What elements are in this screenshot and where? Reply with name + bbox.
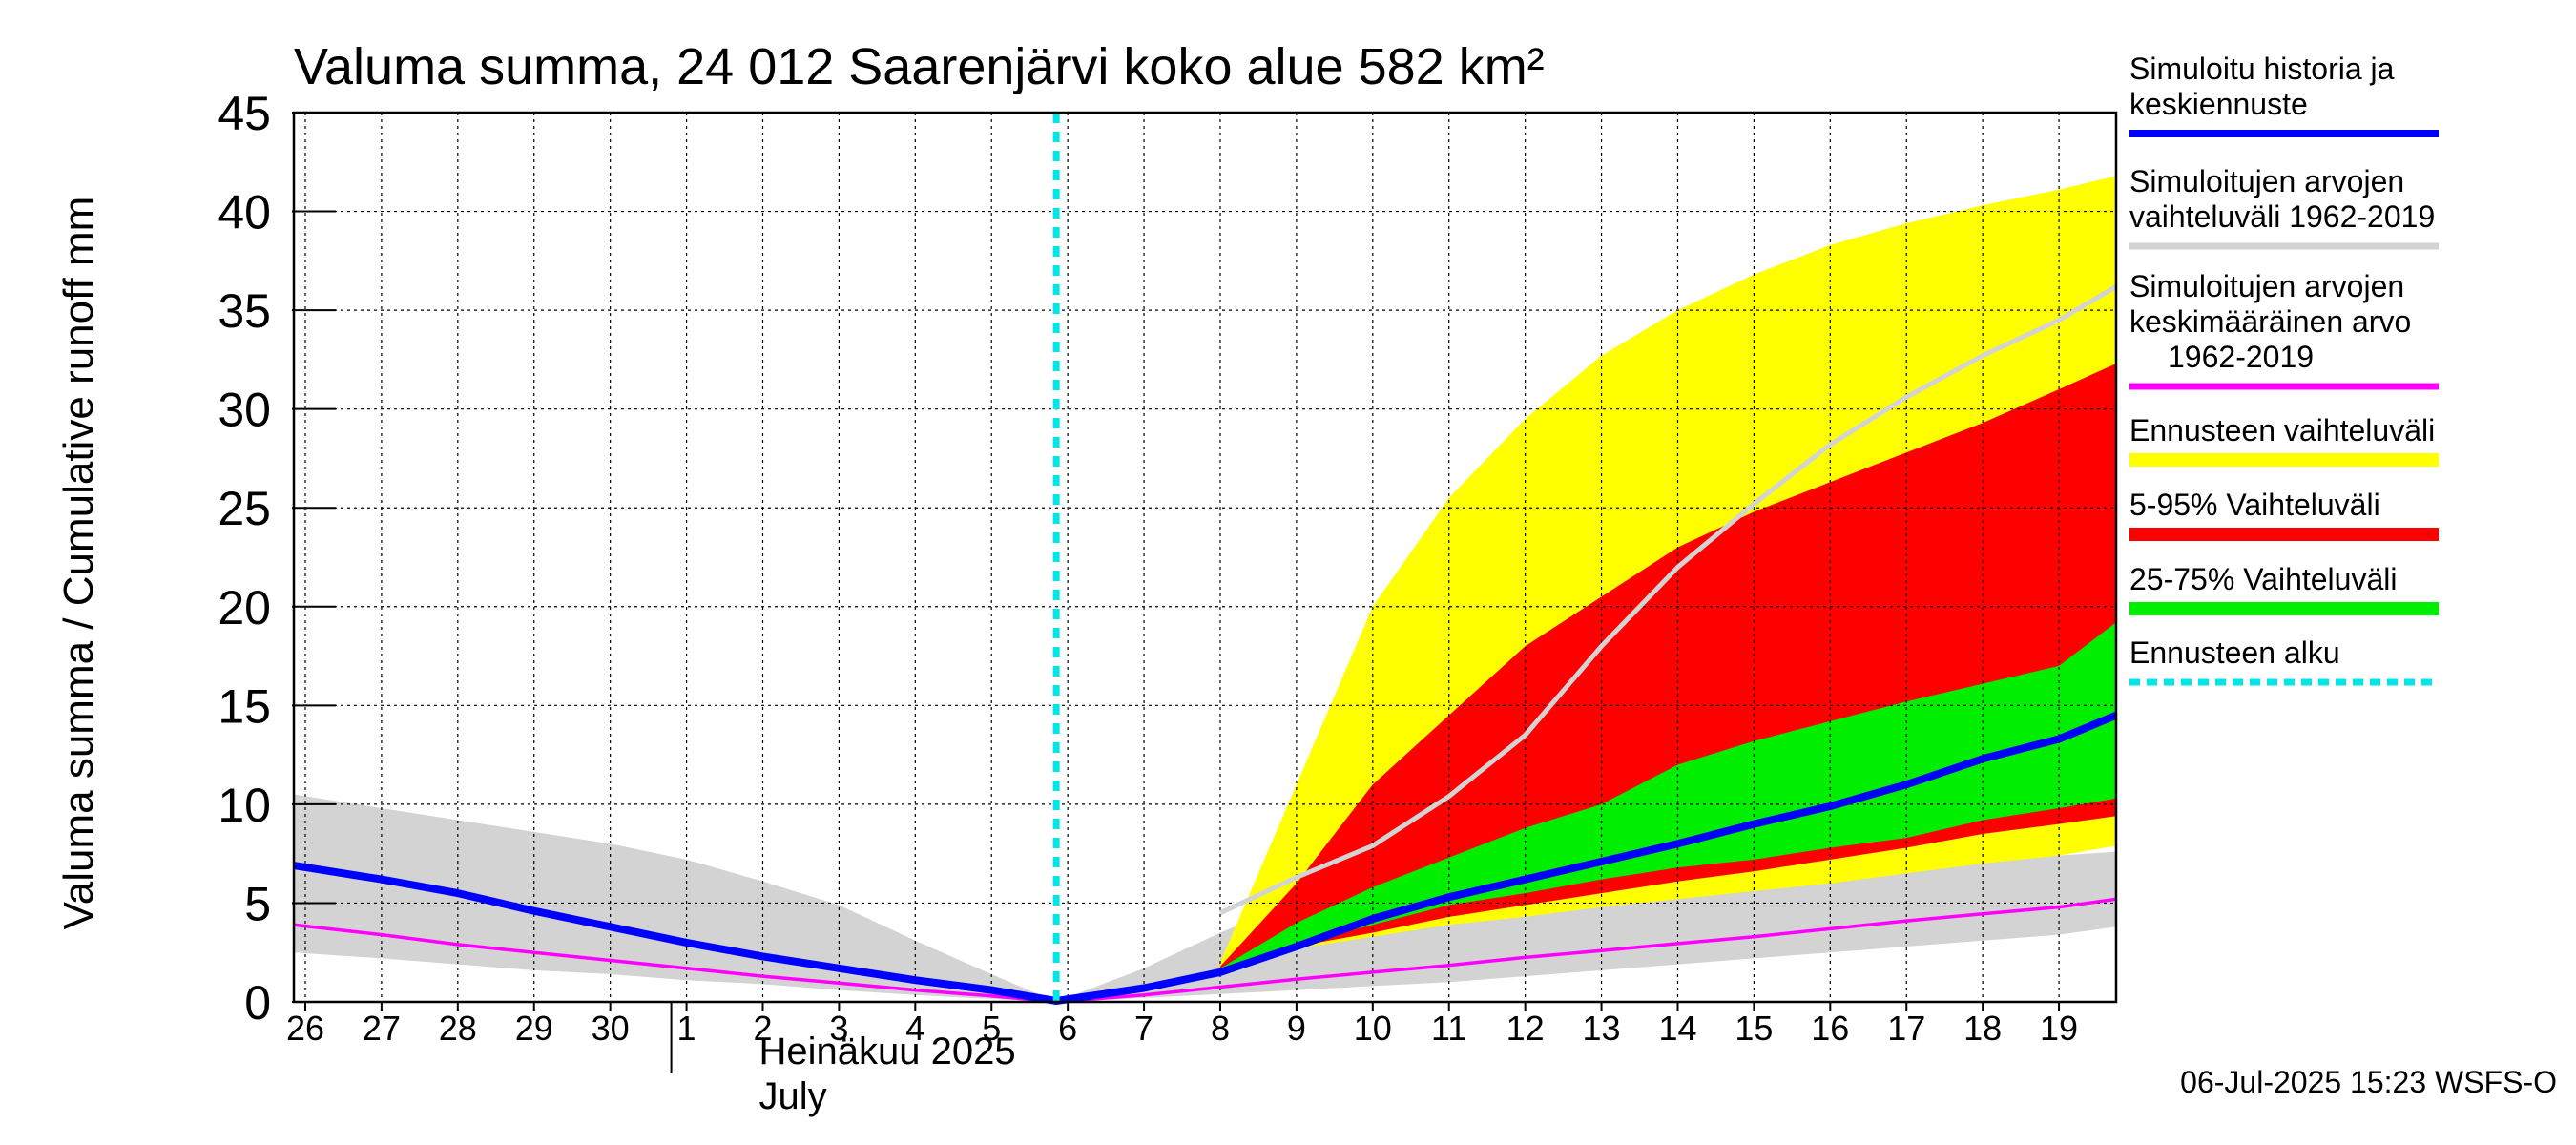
legend-label: 25-75% Vaihteluväli xyxy=(2129,562,2397,596)
y-tick-label: 20 xyxy=(218,581,271,635)
y-tick-label: 35 xyxy=(218,284,271,338)
x-tick-label: 30 xyxy=(592,1009,630,1048)
month-label: Heinäkuu 2025 xyxy=(758,1030,1015,1072)
y-axis-label: Valuma summa / Cumulative runoff mm xyxy=(55,197,102,930)
legend-label: vaihteluväli 1962-2019 xyxy=(2129,199,2435,234)
month-label: July xyxy=(758,1075,826,1117)
x-tick-label: 4 xyxy=(905,1009,924,1048)
x-tick-label: 15 xyxy=(1735,1009,1773,1048)
chart-title: Valuma summa, 24 012 Saarenjärvi koko al… xyxy=(294,38,1545,95)
x-tick-label: 26 xyxy=(286,1009,324,1048)
legend-label: keskiennuste xyxy=(2129,87,2308,121)
band-25-75 xyxy=(1220,622,2116,972)
plot-frame xyxy=(292,111,2118,1004)
legend-label: Ennusteen vaihteluväli xyxy=(2129,413,2435,448)
x-tick-label: 27 xyxy=(363,1009,401,1048)
y-tick-label: 0 xyxy=(244,976,271,1030)
y-tick-label: 30 xyxy=(218,384,271,437)
x-tick-label: 2 xyxy=(753,1009,772,1048)
legend-label: Simuloitu historia ja xyxy=(2129,52,2395,86)
x-tick-label: 13 xyxy=(1583,1009,1621,1048)
legend-label: Simuloitujen arvojen xyxy=(2129,164,2404,198)
x-tick-label: 7 xyxy=(1134,1009,1153,1048)
legend-label: 5-95% Vaihteluväli xyxy=(2129,488,2380,522)
x-tick-label: 8 xyxy=(1211,1009,1230,1048)
x-tick-label: 5 xyxy=(982,1009,1001,1048)
x-tick-label: 3 xyxy=(829,1009,848,1048)
line-simulated-forecast xyxy=(293,712,2118,1005)
y-tick-label: 10 xyxy=(218,779,271,832)
legend-label: Ennusteen alku xyxy=(2129,635,2340,670)
y-tick-label: 25 xyxy=(218,482,271,535)
x-tick-label: 18 xyxy=(1963,1009,2002,1048)
x-tick-label: 12 xyxy=(1506,1009,1545,1048)
x-tick-label: 29 xyxy=(515,1009,553,1048)
x-tick-label: 16 xyxy=(1811,1009,1849,1048)
line-simulated-mean xyxy=(1218,284,2118,916)
y-tick-label: 40 xyxy=(218,186,271,239)
x-tick-label: 6 xyxy=(1058,1009,1077,1048)
legend-label: 1962-2019 xyxy=(2168,340,2314,374)
x-tick-label: 14 xyxy=(1658,1009,1696,1048)
line-historical-mean xyxy=(293,897,2117,1004)
legend-label: keskimääräinen arvo xyxy=(2129,304,2411,339)
y-tick-label: 45 xyxy=(218,87,271,140)
legend-label: Simuloitujen arvojen xyxy=(2129,269,2404,303)
x-tick-label: 11 xyxy=(1431,1009,1466,1048)
footer-timestamp: 06-Jul-2025 15:23 WSFS-O xyxy=(2180,1065,2557,1099)
x-tick-label: 28 xyxy=(439,1009,477,1048)
x-tick-label: 17 xyxy=(1887,1009,1925,1048)
x-tick-label: 10 xyxy=(1354,1009,1392,1048)
x-tick-label: 19 xyxy=(2040,1009,2078,1048)
x-tick-label: 1 xyxy=(677,1009,696,1048)
x-tick-label: 9 xyxy=(1287,1009,1306,1048)
y-tick-label: 5 xyxy=(244,877,271,930)
band-historical-range xyxy=(294,794,2116,1002)
y-tick-label: 15 xyxy=(218,679,271,733)
